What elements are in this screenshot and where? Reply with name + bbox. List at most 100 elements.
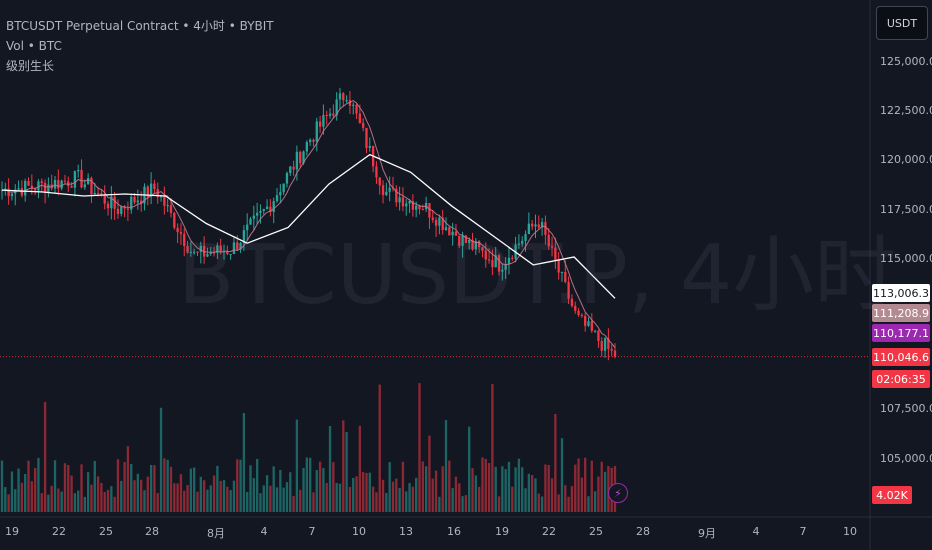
volume-bar [73,493,77,512]
candle-body [173,212,176,228]
volume-bar [196,491,199,512]
volume-bar [424,466,428,512]
candle-body [458,235,461,246]
volume-bar [454,476,458,512]
volume-bar [83,496,86,512]
candle-body [133,196,136,203]
volume-bar [464,495,468,512]
candle-body [183,233,186,247]
symbol-legend[interactable]: BTCUSDT Perpetual Contract • 4小时 • BYBIT [6,19,274,33]
candle-body [159,196,163,198]
candle-body [580,314,584,316]
candle-body [494,255,497,268]
volume-bar [570,486,574,512]
candle-body [345,100,348,102]
candle-body [388,187,391,192]
indicator-legend[interactable]: 级别生长 [6,59,55,73]
volume-bar [385,492,388,512]
volume-bar [438,496,441,512]
candle-body [93,192,96,195]
volume-bar [193,467,196,512]
volume-bar [236,459,239,512]
candle-body [43,183,47,193]
time-axis-label: 10 [843,525,857,538]
volume-bar [40,493,43,512]
candle-body [27,180,30,186]
volume-bar [434,470,438,512]
candle-body [547,234,550,247]
candle-body [521,240,524,244]
candle-body [222,251,226,253]
candle-body [574,305,577,311]
volume-bar [292,495,295,512]
candle-body [269,206,272,212]
candle-body [47,184,50,193]
volume-bar [295,419,299,512]
candle-body [557,260,560,273]
volume-bar [507,461,511,512]
candle-body [90,177,93,195]
time-axis-label: 8月 [207,527,225,540]
candle-body [10,193,14,197]
currency-button[interactable]: USDT [876,6,928,40]
volume-bar [491,384,494,512]
candle-body [212,252,216,254]
volume-bar [57,488,60,512]
candle-body [368,145,371,148]
volume-bar [557,494,560,512]
volume-bar [37,457,40,512]
candle-body [232,242,236,255]
candle-body [441,217,444,230]
candle-body [511,257,514,259]
time-axis-label: 7 [799,525,807,538]
candle-body [411,201,415,210]
candle-body [507,257,511,264]
candle-body [120,206,123,214]
candle-body [216,245,219,253]
candle-body [239,242,242,250]
candle-body [408,201,411,204]
volume-bar [587,496,590,512]
candle-body [312,139,315,142]
candle-body [219,245,222,252]
candle-body [57,180,60,189]
volume-bar [428,435,431,512]
volume-bar [4,487,7,512]
candle-body [236,242,239,250]
volume-bar [537,493,540,512]
candle-body [524,234,527,241]
volume-bar [43,402,47,512]
volume-bar [93,460,96,512]
volume-bar [415,477,418,512]
volume-legend[interactable]: Vol • BTC [6,39,62,53]
candle-body [398,197,401,203]
candle-body [434,219,438,226]
volume-bar [80,464,83,512]
candle-body [431,217,434,220]
volume-bar [362,471,365,512]
ma-slow-line [1,153,616,299]
volume-bar [113,496,116,512]
candle-body [590,321,593,331]
volume-bar [514,467,517,512]
candle-body [484,250,487,260]
candle-body [600,340,603,351]
volume-bar [33,467,37,512]
price-tag: 113,006.3 [872,284,930,302]
volume-bar [27,460,30,512]
candle-body [474,241,477,250]
lightning-icon[interactable]: ⚡ [608,483,628,503]
volume-bar [471,468,474,512]
candle-body [487,259,491,261]
volume-bar [352,477,355,512]
volume-bar [332,462,335,512]
candle-body [80,169,83,188]
candle-body [584,315,587,326]
volume-bar [116,459,120,512]
candle-body [308,139,312,143]
candle-body [471,240,474,250]
price-axis-label: 120,000.0 [880,153,932,166]
volume-bar [77,490,80,512]
